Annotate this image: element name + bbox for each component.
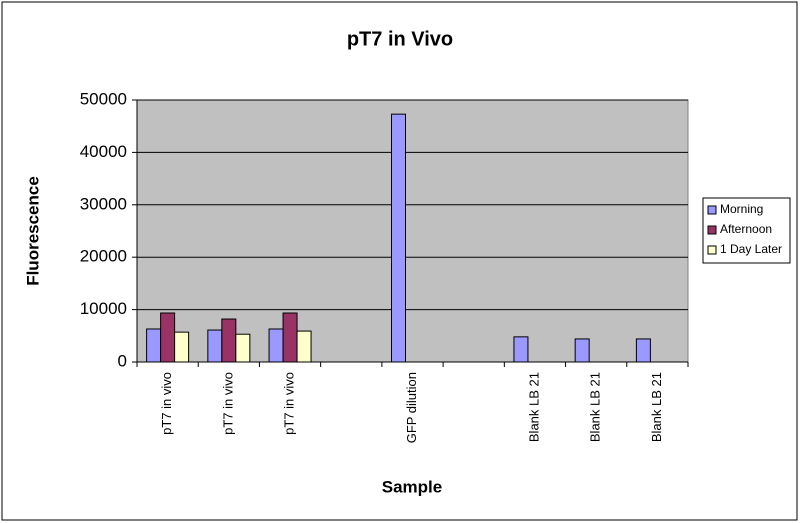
legend-label: Morning — [720, 202, 763, 216]
x-tick-label: Blank LB 21 — [649, 372, 664, 442]
legend-label: 1 Day Later — [720, 242, 782, 256]
chart-title: pT7 in Vivo — [347, 28, 453, 50]
bar — [513, 336, 529, 363]
y-tick-label: 50000 — [80, 89, 127, 108]
x-axis-label: Sample — [382, 477, 442, 496]
y-tick-label: 20000 — [80, 247, 127, 266]
x-tick-label: pT7 in vivo — [159, 372, 174, 435]
x-tick-label: GFP dilution — [404, 372, 419, 443]
x-tick-label: Blank LB 21 — [588, 372, 603, 442]
y-axis-label: Fluorescence — [23, 176, 42, 286]
bar — [268, 328, 284, 363]
x-tick-label: pT7 in vivo — [220, 372, 235, 435]
legend-swatch — [707, 205, 717, 215]
x-tick-label: Blank LB 21 — [526, 372, 541, 442]
legend-swatch — [707, 245, 717, 255]
bar — [391, 113, 406, 363]
bar — [296, 330, 312, 363]
plot-area — [136, 99, 689, 363]
bar — [574, 338, 590, 363]
bar — [235, 333, 251, 363]
bar — [146, 328, 162, 363]
y-tick-label: 40000 — [80, 142, 127, 161]
legend-label: Afternoon — [720, 222, 772, 236]
y-tick-label: 0 — [118, 351, 127, 370]
bar — [221, 318, 237, 363]
bar — [207, 329, 223, 363]
bar — [282, 312, 298, 363]
y-tick-label: 30000 — [80, 194, 127, 213]
x-tick-label: pT7 in vivo — [281, 372, 296, 435]
legend-swatch — [707, 225, 717, 235]
bar — [160, 312, 176, 363]
y-tick-label: 10000 — [80, 299, 127, 318]
bar — [174, 331, 190, 363]
legend — [702, 197, 791, 264]
bar — [635, 338, 651, 363]
